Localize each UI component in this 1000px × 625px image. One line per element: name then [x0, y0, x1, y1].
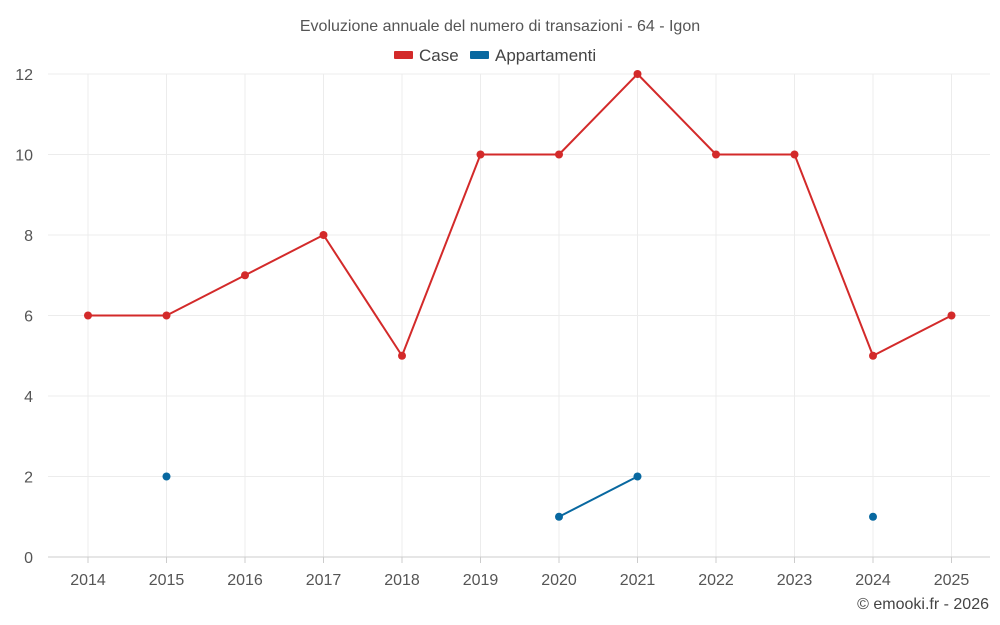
data-point-case-2024[interactable] [869, 351, 877, 360]
data-point-appartamenti-2015[interactable] [162, 472, 171, 481]
data-point-case-2019[interactable] [476, 150, 485, 159]
legend-label-appartamenti: Appartamenti [495, 46, 596, 65]
legend-label-case: Case [419, 46, 459, 65]
legend-item-appartamenti[interactable]: Appartamenti [470, 46, 596, 65]
y-tick-label: 4 [24, 389, 33, 406]
y-tick-label: 12 [15, 67, 33, 84]
x-tick-label: 2022 [698, 572, 734, 589]
x-tick-label: 2025 [934, 572, 970, 589]
x-tick-label: 2024 [855, 572, 891, 589]
series [84, 70, 956, 521]
y-tick-label: 0 [24, 550, 33, 567]
y-tick-label: 10 [15, 148, 33, 165]
axes: 0 2 4 6 8 10 12 2014 2015 2016 2017 2018 2019 2020 202… [15, 67, 990, 589]
data-point-appartamenti-2024[interactable] [869, 512, 877, 521]
data-point-case-2014[interactable] [84, 311, 92, 320]
x-tick-label: 2017 [306, 572, 342, 589]
series-line-appartamenti [558, 475, 638, 518]
data-point-case-2017[interactable] [319, 231, 328, 239]
legend: Case Appartamenti [394, 46, 596, 65]
y-tick-label: 8 [24, 228, 33, 245]
legend-swatch-case [394, 51, 413, 59]
data-point-case-2015[interactable] [162, 311, 171, 320]
x-tick-label: 2018 [384, 572, 420, 589]
x-tick-label: 2016 [227, 572, 263, 589]
x-tick-label: 2014 [70, 572, 106, 589]
data-point-case-2023[interactable] [790, 150, 799, 159]
series-case [84, 70, 956, 360]
data-point-case-2021[interactable] [633, 70, 642, 78]
y-tick-label: 6 [24, 309, 33, 326]
credit-text: © emooki.fr - 2026 [857, 596, 989, 613]
series-line-case [88, 73, 952, 357]
x-tick-label: 2021 [620, 572, 656, 589]
data-point-appartamenti-2020[interactable] [555, 512, 563, 521]
data-point-case-2016[interactable] [241, 271, 249, 280]
data-point-case-2025[interactable] [947, 311, 956, 320]
chart-title: Evoluzione annuale del numero di transaz… [300, 18, 700, 35]
x-tick-label: 2019 [463, 572, 499, 589]
data-point-appartamenti-2021[interactable] [633, 472, 642, 481]
x-tick-label: 2023 [777, 572, 813, 589]
data-point-case-2020[interactable] [555, 150, 563, 159]
grid [48, 73, 990, 557]
data-point-case-2022[interactable] [712, 150, 720, 159]
y-tick-label: 2 [24, 470, 33, 487]
data-point-case-2018[interactable] [398, 351, 406, 360]
legend-swatch-appartamenti [470, 51, 489, 59]
x-tick-label: 2020 [541, 572, 577, 589]
x-tick-label: 2015 [149, 572, 185, 589]
legend-item-case[interactable]: Case [394, 46, 459, 65]
series-appartamenti [162, 472, 877, 521]
